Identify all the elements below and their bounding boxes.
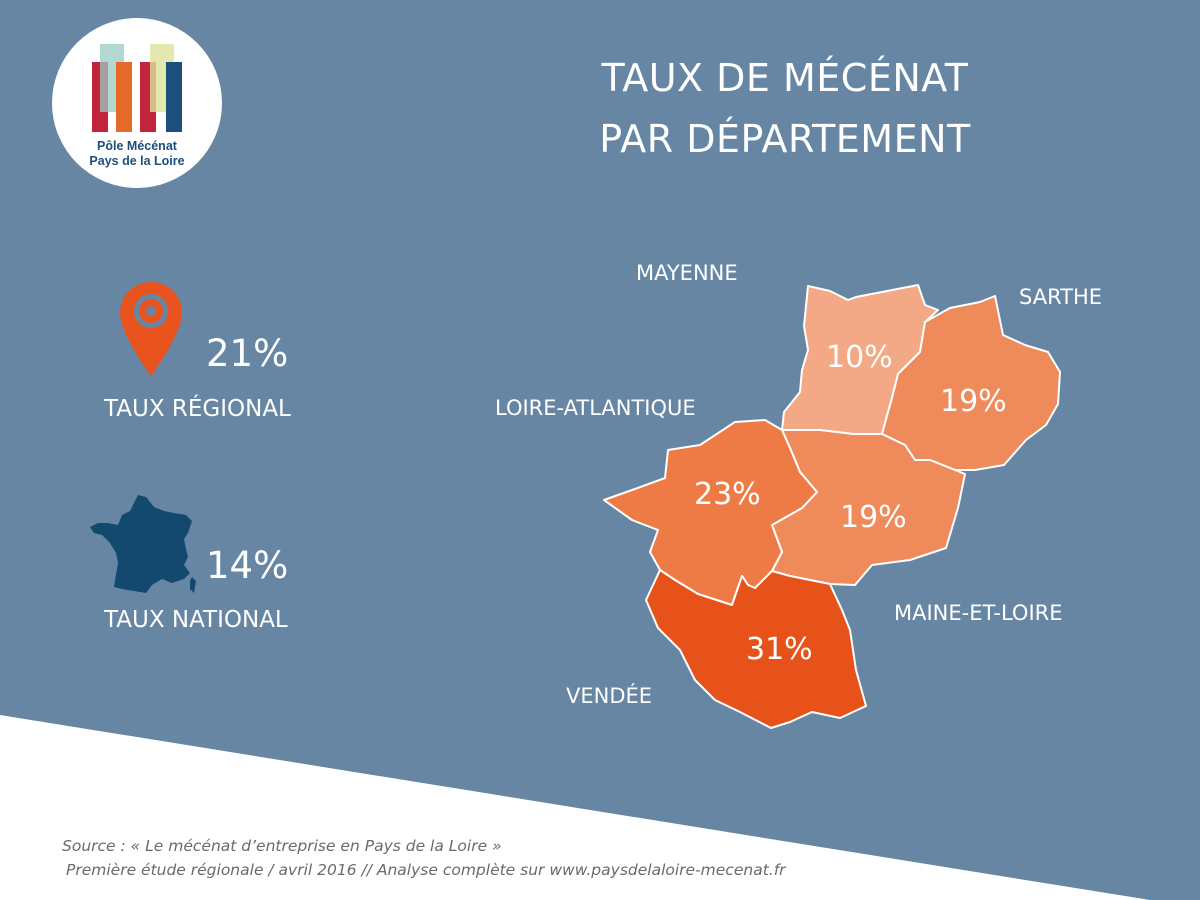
department-sarthe-shape[interactable] [881, 295, 1061, 471]
logo-text-line2: Pays de la Loire [89, 154, 185, 168]
source-citation-line1: Source : « Le mécénat d’entreprise en Pa… [62, 837, 502, 855]
department-label-maine-et-loire: MAINE-ET-LOIRE [894, 601, 1063, 625]
source-citation-line2: Première étude régionale / avril 2016 //… [66, 861, 786, 879]
france-map-icon [90, 495, 196, 593]
map-pin-icon [120, 282, 182, 376]
national-rate-label: TAUX NATIONAL [104, 607, 288, 633]
regional-rate-label: TAUX RÉGIONAL [104, 396, 291, 422]
regional-rate-value: 21% [206, 332, 289, 375]
department-label-sarthe: SARTHE [1019, 285, 1103, 309]
department-label-mayenne: MAYENNE [636, 261, 738, 285]
department-value-mayenne: 10% [826, 340, 893, 375]
page-title-line1: TAUX DE MÉCÉNAT [601, 56, 969, 100]
department-label-loire-atlantique: LOIRE-ATLANTIQUE [495, 396, 696, 420]
logo: Pôle Mécénat Pays de la Loire [52, 18, 222, 188]
department-value-vendee: 31% [746, 632, 813, 667]
department-value-maine-et-loire: 19% [840, 500, 907, 535]
logo-text-line1: Pôle Mécénat [97, 139, 177, 153]
page-title-line2: PAR DÉPARTEMENT [599, 117, 971, 161]
national-rate-value: 14% [206, 544, 289, 587]
logo-bars-icon [92, 44, 182, 132]
department-value-sarthe: 19% [940, 384, 1007, 419]
department-vendee-shape[interactable] [645, 569, 867, 729]
department-value-loire-atlantique: 23% [694, 477, 761, 512]
department-label-vendee: VENDÉE [566, 684, 653, 708]
